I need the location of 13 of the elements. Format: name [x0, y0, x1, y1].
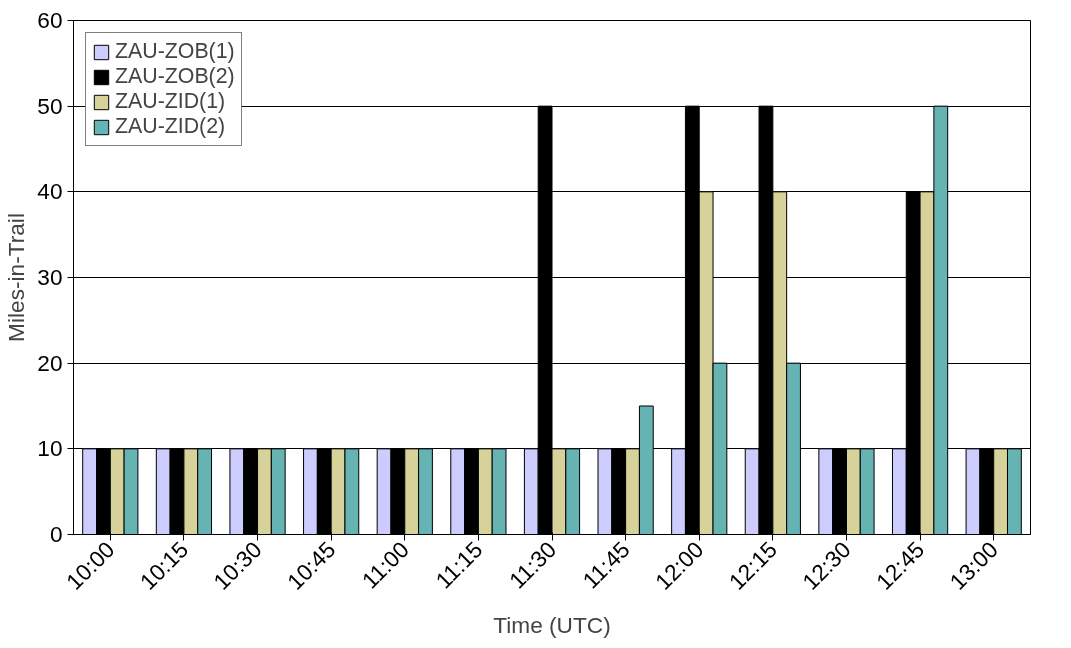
y-tick-label: 0	[49, 521, 63, 547]
legend-label: ZAU-ZID(1)	[115, 89, 226, 114]
y-tick-label: 10	[37, 435, 63, 462]
y-tick-label: 30	[37, 264, 63, 290]
y-tick-label: 60	[37, 7, 63, 33]
legend-label: ZAU-ZOB(2)	[115, 64, 235, 89]
y-axis-title: Miles-in-Trail	[3, 213, 30, 342]
legend-label: ZAU-ZID(2)	[115, 114, 226, 139]
x-axis-title: Time (UTC)	[493, 611, 611, 638]
y-tick-label: 40	[37, 178, 63, 205]
legend-label: ZAU-ZOB(1)	[115, 39, 235, 64]
y-tick-label: 20	[37, 349, 63, 376]
y-tick-label: 50	[37, 92, 63, 119]
